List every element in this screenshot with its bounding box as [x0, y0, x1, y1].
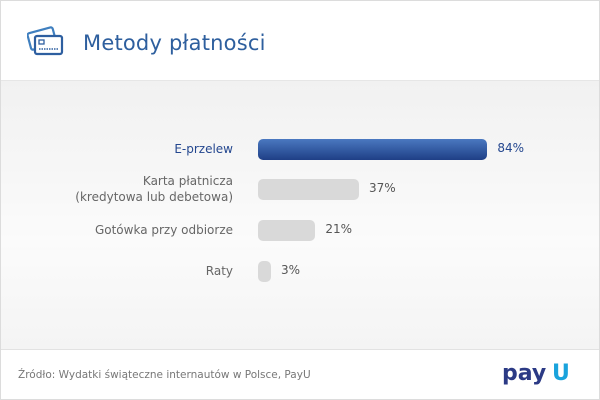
category-label-line: E-przelew — [174, 142, 233, 156]
payu-logo: pay U — [502, 361, 570, 386]
credit-card-icon — [27, 26, 64, 56]
bar — [258, 179, 359, 200]
chart-area: E-przelew 84% Karta płatnicza (kredytowa lu… — [1, 80, 599, 350]
category-label-line: (kredytowa lub debetowa) — [75, 190, 233, 204]
bar — [258, 261, 271, 282]
bar — [258, 139, 488, 160]
category-label: E-przelew — [174, 141, 233, 157]
bar — [258, 220, 316, 241]
svg-text:pay: pay — [502, 361, 546, 386]
category-label-line: Gotówka przy odbiorze — [94, 223, 233, 237]
category-label: Raty — [206, 263, 233, 279]
value-label: 3% — [281, 263, 301, 277]
category-label: Karta płatnicza (kredytowa lub debetowa) — [75, 173, 233, 205]
category-label-line: Karta płatnicza — [142, 174, 233, 188]
category-label-line: Raty — [205, 264, 233, 278]
svg-text:U: U — [552, 361, 570, 386]
value-label: 84% — [497, 141, 524, 155]
page-title: Metody płatności — [83, 31, 266, 55]
header: Metody płatności — [1, 1, 599, 80]
category-label: Gotówka przy odbiorze — [95, 222, 233, 238]
source-note: Źródło: Wydatki świąteczne internautów w… — [18, 369, 311, 381]
value-label: 37% — [369, 181, 396, 195]
value-label: 21% — [325, 222, 352, 236]
